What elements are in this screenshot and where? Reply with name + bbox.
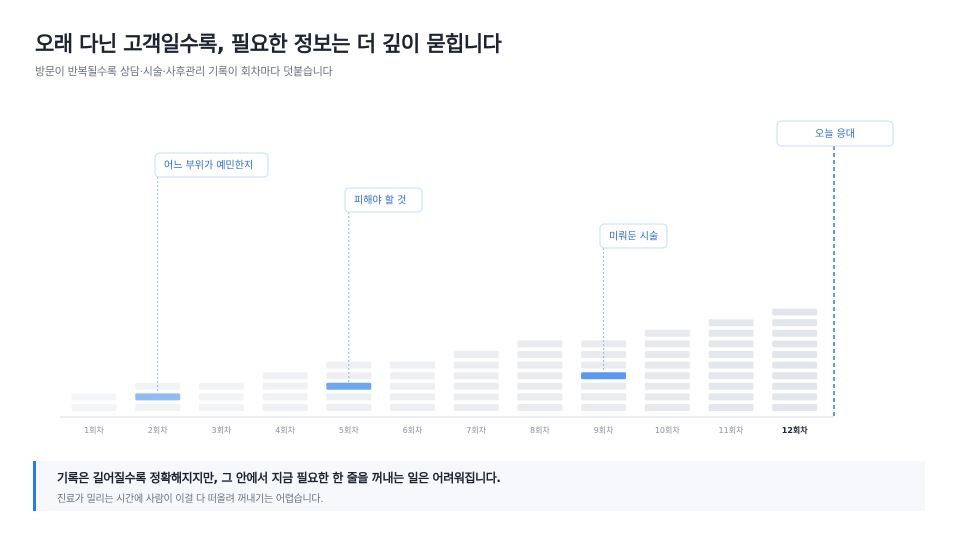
callout-box	[344, 187, 423, 213]
record-block	[198, 404, 244, 411]
record-block	[708, 361, 754, 369]
highlighted-record	[326, 382, 372, 390]
record-block	[581, 404, 627, 411]
callout-label: 미뤄둔 시술	[609, 230, 658, 243]
x-tick-label: 9회차	[594, 426, 614, 435]
record-block	[644, 361, 690, 369]
footer-main-text: 기록은 길어질수록 정확해지지만, 그 안에서 지금 필요한 한 줄을 꺼내는 …	[57, 471, 501, 485]
record-block	[453, 351, 499, 358]
x-tick-label: 11회차	[719, 426, 745, 435]
record-block	[581, 382, 627, 390]
record-block	[772, 340, 818, 348]
record-block	[581, 340, 627, 348]
record-stack-chart: 1회차 2회차 3회차 4회차 5회차 6회차 7회차 8회차 9회차 10회차 11회차 12회차 어…	[60, 120, 894, 435]
record-block	[453, 393, 499, 401]
record-block	[772, 351, 818, 358]
record-block	[326, 404, 372, 411]
x-tick-label: 10회차	[655, 426, 681, 435]
record-block	[708, 351, 754, 358]
record-block	[708, 372, 754, 380]
record-block	[644, 404, 690, 411]
record-block	[772, 382, 818, 390]
record-block	[708, 393, 754, 401]
callout-box	[154, 152, 269, 178]
record-block	[390, 361, 435, 369]
record-block	[644, 393, 690, 401]
record-block	[453, 404, 499, 411]
footer-callout: 기록은 길어질수록 정확해지지만, 그 안에서 지금 필요한 한 줄을 꺼내는 …	[33, 461, 925, 511]
record-block	[772, 393, 818, 401]
record-block	[517, 382, 563, 390]
record-block	[390, 372, 435, 380]
callout-label: 피해야 할 것	[354, 194, 406, 207]
page-title: 오래 다닌 고객일수록, 필요한 정보는 더 깊이 묻힙니다	[35, 32, 502, 56]
record-block	[453, 361, 499, 369]
x-tick-label: 4회차	[275, 426, 295, 435]
record-block	[708, 319, 754, 327]
x-tick-label: 1회차	[84, 426, 104, 435]
x-tick-label: 7회차	[466, 426, 486, 435]
record-block	[772, 404, 818, 411]
record-block	[772, 361, 818, 369]
record-block	[708, 404, 754, 411]
record-block	[708, 382, 754, 390]
record-block	[772, 372, 818, 380]
record-block	[644, 340, 690, 348]
record-block	[517, 340, 563, 348]
record-block	[517, 393, 563, 401]
record-block	[644, 382, 690, 390]
x-tick-label: 2회차	[148, 426, 168, 435]
record-block	[644, 329, 690, 337]
x-tick-label: 12회차	[782, 425, 808, 435]
footer-sub-text: 진료가 밀리는 시간에 사람이 이걸 다 떠올려 꺼내기는 어렵습니다.	[57, 494, 324, 505]
record-block	[453, 372, 499, 380]
record-block	[644, 372, 690, 380]
record-block	[581, 351, 627, 358]
record-block	[453, 382, 499, 390]
record-block	[262, 393, 308, 401]
highlighted-record	[135, 393, 181, 401]
page-subtitle: 방문이 반복될수록 상담·시술·사후관리 기록이 회차마다 덧붙습니다	[35, 65, 333, 78]
record-block	[390, 393, 435, 401]
record-block	[517, 361, 563, 369]
record-block	[517, 372, 563, 380]
record-block	[326, 393, 372, 401]
record-block	[581, 393, 627, 401]
record-block	[71, 404, 117, 411]
record-block	[517, 351, 563, 358]
record-block	[772, 319, 818, 327]
x-tick-label: 6회차	[403, 426, 423, 435]
record-block	[772, 308, 818, 316]
today-callout-label: 오늘 응대	[815, 128, 855, 140]
record-block	[517, 404, 563, 411]
today-callout-box	[776, 120, 894, 147]
record-block	[262, 382, 308, 390]
record-block	[135, 404, 181, 411]
record-block	[198, 393, 244, 401]
record-block	[71, 393, 117, 401]
record-block	[772, 329, 818, 337]
x-tick-label: 5회차	[339, 426, 359, 435]
highlighted-record	[581, 372, 627, 380]
x-tick-label: 3회차	[211, 426, 231, 435]
record-block	[198, 382, 244, 390]
x-tick-label: 8회차	[530, 426, 550, 435]
record-block	[708, 329, 754, 337]
record-block	[262, 404, 308, 411]
record-block	[644, 351, 690, 358]
record-block	[262, 372, 308, 380]
callout-box	[599, 223, 668, 249]
record-block	[708, 340, 754, 348]
callout-label: 어느 부위가 예민한지	[164, 159, 253, 172]
record-block	[390, 404, 435, 411]
record-block	[326, 372, 372, 380]
record-block	[390, 382, 435, 390]
